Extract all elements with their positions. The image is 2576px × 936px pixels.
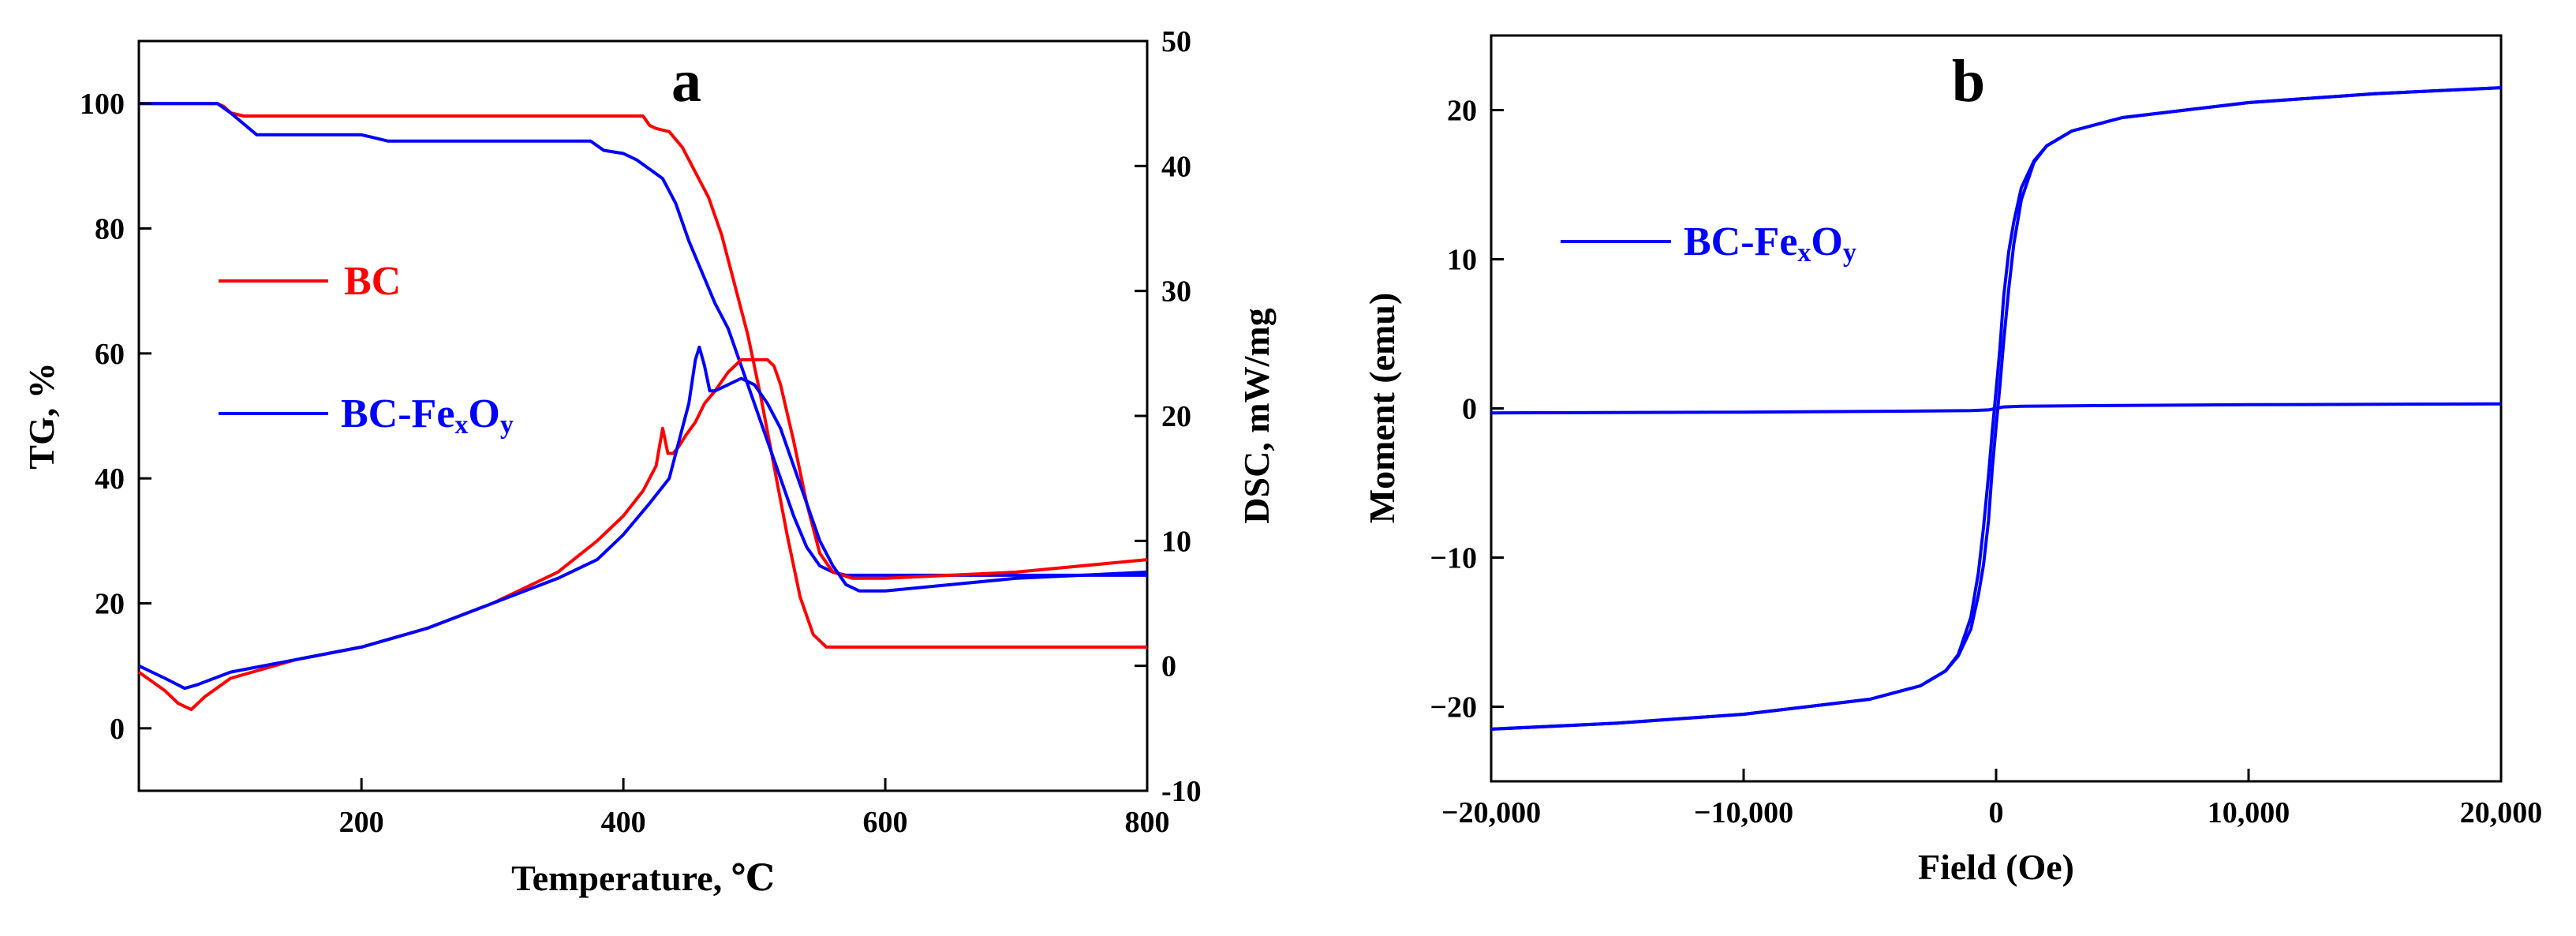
panel-b-ticks: −20,000 −10,000 0 10,000 20,000 −20 −10 0 10 20 xyxy=(1430,95,2542,830)
x-tick-label-800: 800 xyxy=(1125,806,1170,839)
panel-b-x-axis-title: Field (Oe) xyxy=(1918,847,2074,887)
panel-b-hysteresis-chart: −20,000 −10,000 0 10,000 20,000 −20 −10 0 10 20 b… xyxy=(1362,34,2542,887)
b-x-tick-label-0: −20,000 xyxy=(1441,796,1541,829)
right-tick-label-40: 40 xyxy=(1161,150,1191,183)
b-y-tick-label-3: 10 xyxy=(1447,244,1477,277)
panel-a-legend: BC BC-FexOy xyxy=(219,259,514,440)
right-tick-label-50: 50 xyxy=(1161,25,1191,58)
left-tick-label-0: 0 xyxy=(110,713,125,746)
legend-b-base: BC-Fe xyxy=(1684,219,1797,264)
b-y-tick-label-1: −10 xyxy=(1430,542,1477,575)
panel-b-y-axis-title: Moment (emu) xyxy=(1362,293,1402,524)
right-tick-label-10: 10 xyxy=(1161,525,1191,558)
legend-bc-fexoy-label: BC-FexOy xyxy=(341,391,514,440)
hysteresis-line-2 xyxy=(1490,402,2502,415)
x-tick-label-600: 600 xyxy=(863,806,908,839)
legend-b-sub-y: y xyxy=(1843,238,1856,268)
legend-b-sub-x: x xyxy=(1797,238,1811,268)
panel-a-right-axis-title: DSC, mW/mg xyxy=(1236,308,1277,523)
panel-a-ticks: 200 400 600 800 0 20 40 60 80 100 -10 0 10 20 30 40 50 xyxy=(80,25,1202,839)
b-y-tick-label-0: −20 xyxy=(1430,691,1477,724)
series-bc-fexoy-dsc-line xyxy=(138,345,1148,691)
panel-a-letter: a xyxy=(671,48,701,114)
hysteresis-line-1 xyxy=(1490,86,2502,731)
b-x-tick-label-2: 0 xyxy=(1989,796,2004,829)
right-tick-label-30: 30 xyxy=(1161,275,1191,309)
panel-a-x-axis-title: Temperature, ℃ xyxy=(511,858,775,898)
legend-bc-label: BC xyxy=(344,259,401,304)
panel-b-legend: BC-FexOy xyxy=(1561,219,1856,268)
legend-b-o: O xyxy=(1811,219,1842,264)
left-tick-label-20: 20 xyxy=(95,588,125,621)
left-tick-label-100: 100 xyxy=(80,88,125,121)
panel-b-letter: b xyxy=(1952,48,1985,114)
b-y-tick-label-2: 0 xyxy=(1462,393,1477,426)
left-tick-label-40: 40 xyxy=(95,462,125,496)
right-tick-label--10: -10 xyxy=(1161,775,1202,808)
left-tick-label-80: 80 xyxy=(95,213,125,246)
b-x-tick-label-1: −10,000 xyxy=(1694,796,1793,829)
legend-b-label: BC-FexOy xyxy=(1684,219,1856,268)
series-bc-tg-line xyxy=(139,102,1147,649)
b-x-tick-label-4: 20,000 xyxy=(2460,796,2543,829)
panel-b-series-group xyxy=(1490,86,2502,731)
panel-a-tga-dsc-chart: 200 400 600 800 0 20 40 60 80 100 -10 0 10 20 30 40 50 a… xyxy=(21,25,1277,898)
left-tick-label-60: 60 xyxy=(95,338,125,371)
x-tick-label-400: 400 xyxy=(601,806,646,839)
panel-a-plot-area xyxy=(137,39,1149,792)
b-y-tick-label-4: 20 xyxy=(1447,95,1477,128)
panel-a-series-group xyxy=(137,102,1148,712)
legend-a-sub-y: y xyxy=(500,410,514,440)
panel-a-left-axis-title: TG, % xyxy=(21,362,62,469)
x-tick-label-200: 200 xyxy=(339,806,384,839)
b-x-tick-label-3: 10,000 xyxy=(2208,796,2290,829)
legend-a-o: O xyxy=(468,391,499,436)
legend-a-sub-x: x xyxy=(454,410,468,440)
right-tick-label-20: 20 xyxy=(1161,400,1191,433)
series-bc-fexoy-tg-line xyxy=(139,102,1147,577)
legend-a-base: BC-Fe xyxy=(341,391,454,436)
right-tick-label-0: 0 xyxy=(1161,650,1176,683)
